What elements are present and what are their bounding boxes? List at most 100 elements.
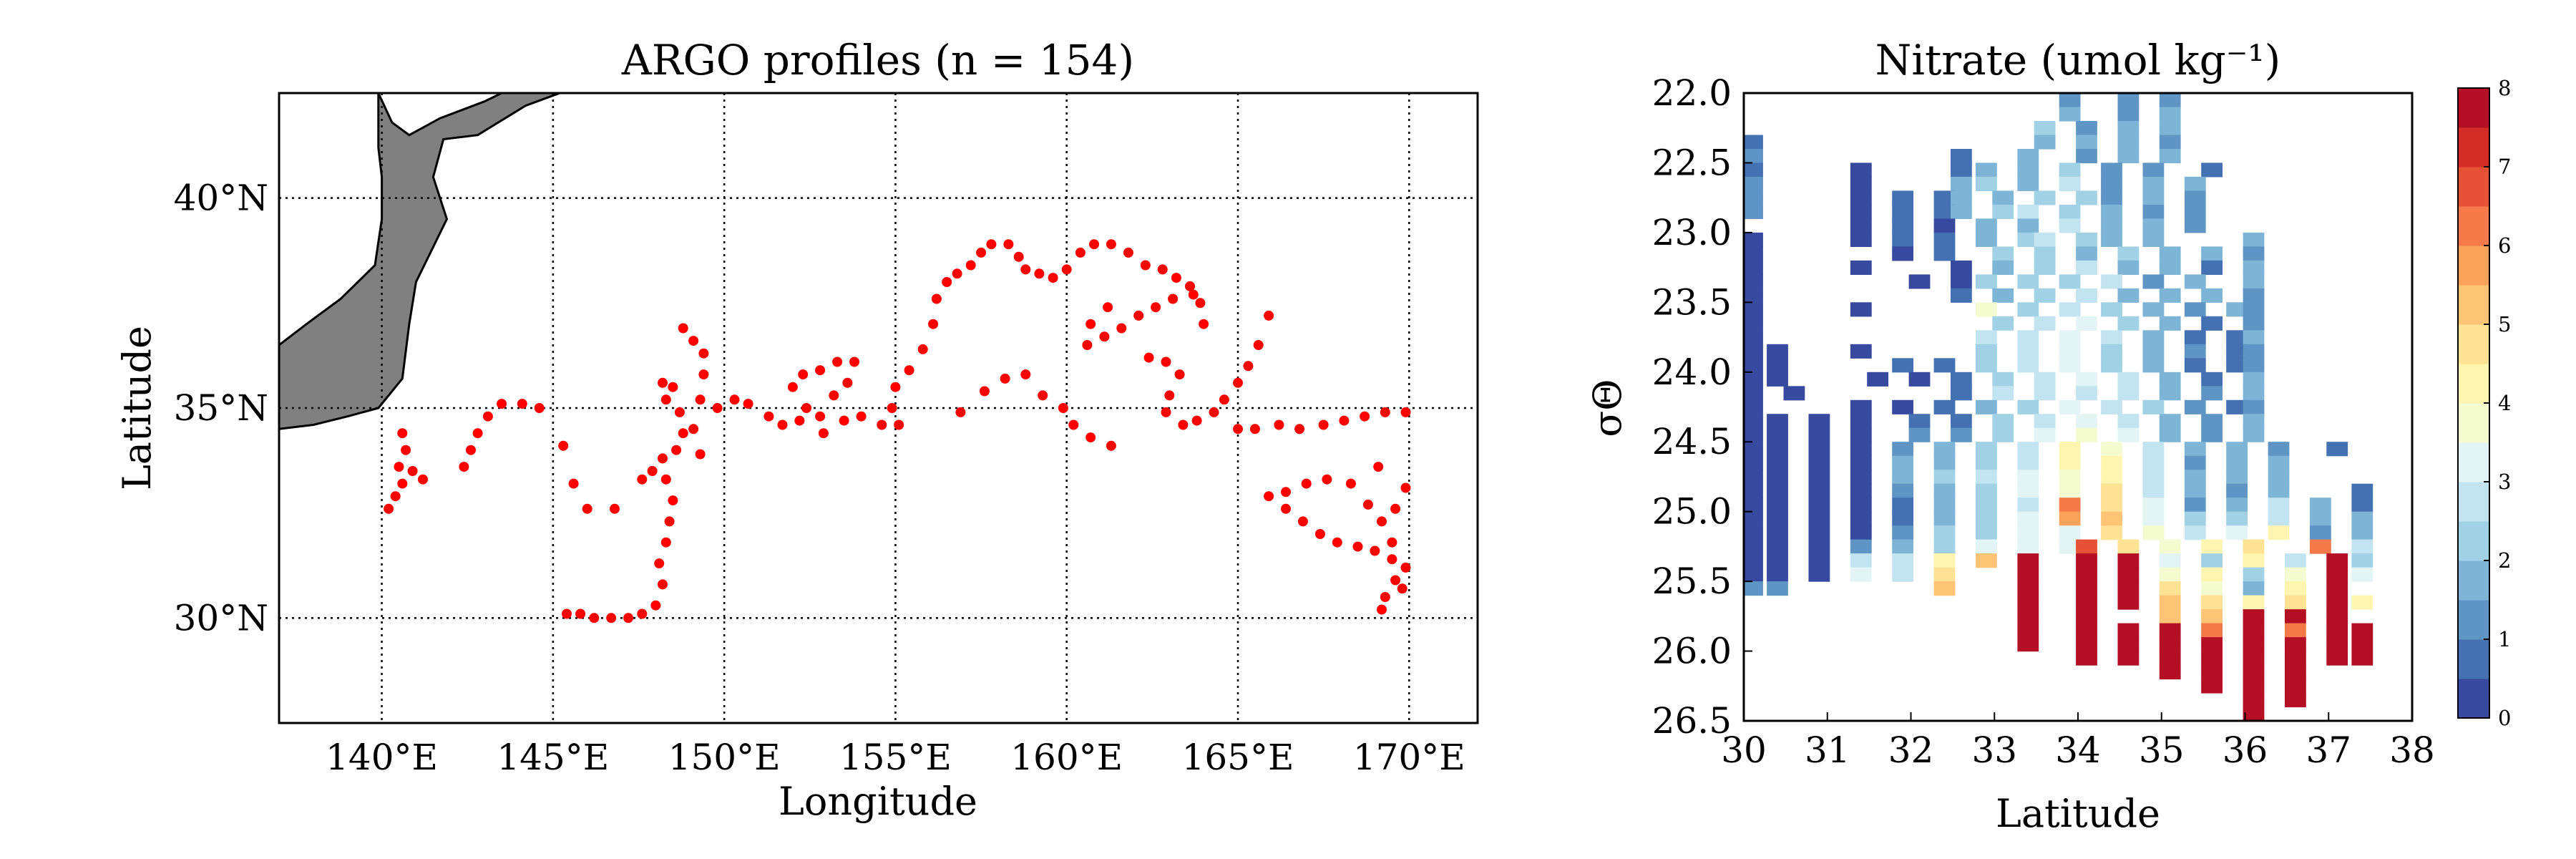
argo-profile-point (698, 369, 709, 380)
heatmap-cell (2159, 135, 2181, 150)
heatmap-cell (2226, 470, 2248, 485)
heatmap-cell (1908, 274, 1931, 289)
argo-profile-point (459, 462, 469, 472)
heatmap-cell (1744, 176, 1763, 191)
argo-profile-point (1345, 478, 1356, 489)
heatmap-cell (1744, 162, 1763, 178)
heatmap-cell (1767, 358, 1788, 373)
heatmap-cell (2017, 162, 2039, 178)
heatmap-cell (1744, 455, 1763, 470)
heatmap-cell (1892, 246, 1913, 261)
heatmap-cell (2117, 316, 2140, 331)
argo-profile-point (1058, 403, 1068, 413)
heatmap-x-tick-label: 31 (1805, 729, 1850, 771)
heatmap-cell (1992, 427, 2014, 442)
argo-profile-point (695, 394, 706, 405)
heatmap-cell (1744, 302, 1763, 317)
heatmap-cell (2034, 135, 2056, 150)
argo-profile-point (1188, 289, 1199, 300)
heatmap-cell (2034, 414, 2056, 429)
argo-profile-point (1168, 293, 1179, 304)
heatmap-cell (2184, 204, 2206, 219)
heatmap-cell (2017, 330, 2039, 345)
argo-profile-point (678, 323, 688, 334)
heatmap-cell (2351, 553, 2373, 568)
argo-profile-point (394, 462, 404, 472)
map-x-ticks: 140°E 145°E 150°E 155°E 160°E 165°E 170°E (326, 737, 1465, 778)
heatmap-cell (1933, 218, 1956, 233)
heatmap-cell (1850, 414, 1872, 429)
heatmap-cell (2201, 595, 2223, 610)
argo-profile-point (729, 394, 740, 405)
heatmap-cell (1850, 162, 1872, 178)
heatmap-cell (2059, 93, 2081, 108)
heatmap-y-tick-label: 22.0 (1652, 72, 1732, 114)
heatmap-cell (2243, 693, 2265, 708)
heatmap-cell (2117, 121, 2140, 136)
heatmap-cell (2243, 581, 2265, 596)
argo-profile-point (1106, 440, 1116, 451)
heatmap-cell (1976, 218, 1997, 233)
argo-profile-point (1034, 268, 1045, 279)
heatmap-cell (1850, 553, 1872, 568)
argo-profile-point (658, 579, 668, 590)
heatmap-cell (1767, 483, 1788, 498)
heatmap-cell (2243, 246, 2265, 261)
heatmap-cell (1951, 204, 1972, 219)
heatmap-cell (2285, 553, 2306, 568)
heatmap-cell (2076, 553, 2097, 568)
heatmap-cell (1744, 498, 1763, 513)
argo-profile-point (1174, 369, 1185, 380)
heatmap-cell (2142, 470, 2165, 485)
heatmap-cell (1744, 442, 1763, 457)
heatmap-cell (2184, 218, 2206, 233)
heatmap-cell (2201, 386, 2223, 401)
argo-profile-point (1116, 323, 1127, 334)
heatmap-x-tick-label: 32 (1888, 729, 1934, 771)
heatmap-cell (1892, 232, 1913, 247)
heatmap-cell (2243, 232, 2265, 247)
heatmap-cell (1808, 553, 1830, 568)
heatmap-cell (2076, 651, 2097, 666)
heatmap-cell (2101, 232, 2122, 247)
heatmap-cell (2326, 581, 2348, 596)
heatmap-cell (2017, 232, 2039, 247)
heatmap-y-tick-label: 25.5 (1652, 560, 1732, 602)
argo-profile-point (1061, 264, 1072, 275)
heatmap-cell (1744, 260, 1763, 275)
heatmap-cell (1744, 567, 1763, 582)
heatmap-cell (2201, 623, 2223, 638)
argo-profile-point (623, 613, 634, 623)
map-x-tick-label: 165°E (1182, 737, 1294, 778)
argo-profile-point (1123, 247, 1133, 258)
heatmap-cell (2117, 567, 2140, 582)
nitrate-heatmap-panel: Nitrate (umol kg⁻¹) 30 31 32 33 34 35 36 37 38 2… (1585, 36, 2435, 836)
argo-profile-point (1332, 537, 1342, 548)
argo-profile-point (668, 382, 678, 392)
heatmap-y-tick-label: 23.5 (1652, 281, 1732, 323)
heatmap-cell (2076, 637, 2097, 652)
heatmap-cell (2226, 455, 2248, 470)
heatmap-cell (1908, 372, 1931, 387)
heatmap-cell (2159, 609, 2181, 624)
argo-profile-point (849, 356, 859, 367)
argo-profile-point (1048, 273, 1058, 283)
heatmap-cell (1992, 288, 2014, 303)
argo-profile-point (976, 247, 987, 258)
heatmap-cell (2076, 581, 2097, 596)
heatmap-cell (2226, 525, 2248, 540)
argo-profile-point (1322, 474, 1332, 485)
heatmap-cell (1976, 302, 1997, 317)
heatmap-cell (2351, 483, 2373, 498)
heatmap-cell (2268, 483, 2290, 498)
argo-profile-point (1400, 407, 1411, 417)
heatmap-cell (1744, 372, 1763, 387)
heatmap-cell (2059, 218, 2081, 233)
heatmap-cell (1767, 414, 1788, 429)
argo-profile-point (815, 411, 826, 422)
argo-profile-point (397, 428, 408, 439)
heatmap-cell (2285, 679, 2306, 694)
heatmap-cell (1933, 455, 1956, 470)
argo-profile-point (842, 377, 853, 388)
heatmap-cell (2201, 316, 2223, 331)
